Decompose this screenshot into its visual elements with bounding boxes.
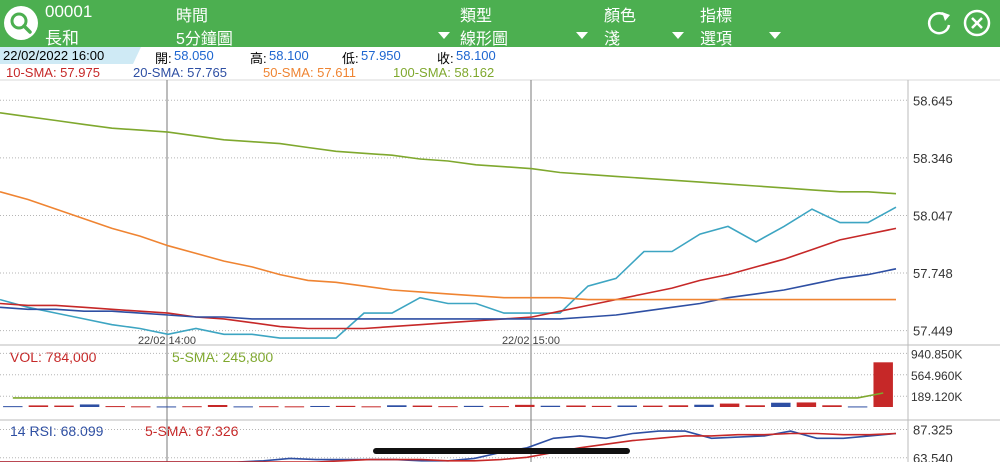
volume-title: VOL: 784,000	[10, 349, 97, 365]
refresh-button[interactable]	[925, 8, 955, 38]
close-label: 收:	[437, 51, 454, 66]
volume-bar	[156, 406, 177, 408]
top-toolbar: 00001 長和 時間 5分鐘圖 類型 線形圖 顏色 淺 指標 選項	[0, 0, 1000, 48]
volume-bar	[54, 405, 74, 407]
series-line-10-sma	[0, 227, 897, 330]
volume-y-tick: 564.960K	[911, 369, 962, 383]
close-button[interactable]	[962, 8, 992, 38]
volume-bar	[489, 406, 509, 408]
volume-bar	[131, 406, 151, 408]
volume-bar	[796, 402, 817, 407]
sma-legend: 10-SMA: 57.975 20-SMA: 57.765 50-SMA: 57…	[0, 64, 1000, 80]
time-select[interactable]: 5分鐘圖	[176, 31, 233, 48]
price-y-tick: 58.645	[913, 93, 953, 108]
volume-sma-line	[12, 392, 884, 399]
volume-bar	[745, 405, 765, 407]
quote-datetime: 22/02/2022 16:00	[3, 48, 105, 63]
type-label: 類型	[460, 8, 493, 25]
rsi-title: 14 RSI: 68.099	[10, 423, 104, 439]
refresh-icon	[927, 12, 951, 35]
volume-bar	[412, 405, 433, 407]
stock-name: 長和	[45, 29, 79, 48]
volume-sma-label: 5-SMA: 245,800	[172, 349, 273, 365]
low-value: 57.950	[361, 48, 401, 63]
color-select[interactable]: 淺	[604, 31, 621, 48]
volume-bar	[284, 406, 305, 408]
low-label: 低:	[342, 51, 359, 66]
price-y-tick: 58.346	[913, 151, 953, 166]
high-value: 58.100	[269, 48, 309, 63]
volume-y-tick: 189.120K	[911, 390, 962, 404]
volume-y-tick: 940.850K	[911, 347, 962, 361]
price-y-tick: 57.449	[913, 324, 953, 339]
rsi-y-tick: 87.325	[913, 423, 953, 438]
indicator-select[interactable]: 選項	[700, 31, 733, 48]
scroll-handle[interactable]	[373, 448, 630, 454]
rsi-y-tick: 63.540	[913, 451, 953, 462]
datetime-badge: 22/02/2022 16:00	[0, 47, 141, 64]
chevron-down-icon[interactable]	[769, 32, 781, 39]
open-value: 58.050	[174, 48, 214, 63]
volume-bar	[207, 405, 228, 407]
volume-bar	[387, 405, 407, 407]
high-label: 高:	[250, 51, 267, 66]
chevron-down-icon[interactable]	[438, 32, 450, 39]
series-line-20-sma	[0, 268, 897, 320]
series-line-50-sma	[0, 191, 896, 301]
volume-bar	[182, 406, 202, 408]
volume-bar	[335, 405, 356, 407]
sma50-legend: 50-SMA: 57.611	[263, 65, 356, 80]
rsi-line-rsi	[0, 430, 897, 462]
search-icon	[10, 12, 32, 34]
volume-bar	[438, 406, 458, 408]
volume-bar	[668, 405, 689, 407]
volume-bar	[233, 406, 253, 408]
price-y-tick: 57.748	[913, 266, 953, 281]
volume-bar	[515, 404, 535, 407]
volume-bar	[540, 405, 561, 407]
rsi-line-5-sma	[0, 432, 897, 462]
volume-bar	[771, 402, 791, 407]
volume-bar	[105, 406, 125, 408]
type-select[interactable]: 線形圖	[460, 31, 509, 48]
volume-bar	[719, 403, 740, 407]
rsi-sma-label: 5-SMA: 67.326	[145, 423, 239, 439]
volume-bar	[259, 406, 279, 408]
close-value: 58.100	[456, 48, 496, 63]
time-label: 時間	[176, 8, 209, 25]
sma100-legend: 100-SMA: 58.162	[393, 65, 495, 80]
quote-row: 22/02/2022 16:00 開: 58.050 高: 58.100 低: …	[0, 47, 1000, 66]
series-line-price	[0, 206, 897, 339]
volume-bar	[822, 405, 842, 407]
volume-bar	[694, 404, 714, 407]
stock-code: 00001	[45, 2, 93, 21]
indicator-label: 指標	[700, 8, 733, 25]
volume-bar	[873, 362, 893, 407]
color-label: 顏色	[604, 8, 637, 25]
chevron-down-icon[interactable]	[576, 32, 588, 39]
sma10-legend: 10-SMA: 57.975	[6, 65, 100, 80]
volume-bar	[310, 405, 330, 407]
open-label: 開:	[155, 51, 172, 66]
search-button[interactable]	[4, 6, 38, 40]
volume-bar	[847, 406, 868, 408]
volume-bar	[463, 405, 484, 407]
close-icon	[963, 9, 991, 37]
price-y-tick: 58.047	[913, 208, 953, 223]
x-tick-label: 22/02 14:00	[138, 335, 196, 347]
volume-bar	[3, 406, 23, 408]
chevron-down-icon[interactable]	[672, 32, 684, 39]
x-tick-label: 22/02 15:00	[502, 335, 560, 347]
volume-bar	[617, 405, 637, 407]
volume-bar	[79, 404, 100, 407]
sma20-legend: 20-SMA: 57.765	[133, 65, 227, 80]
volume-bar	[643, 405, 663, 407]
volume-bar	[591, 405, 612, 407]
volume-bar	[361, 406, 381, 408]
volume-bar	[28, 405, 49, 407]
series-line-100-sma	[0, 112, 897, 195]
volume-bar	[566, 405, 586, 407]
